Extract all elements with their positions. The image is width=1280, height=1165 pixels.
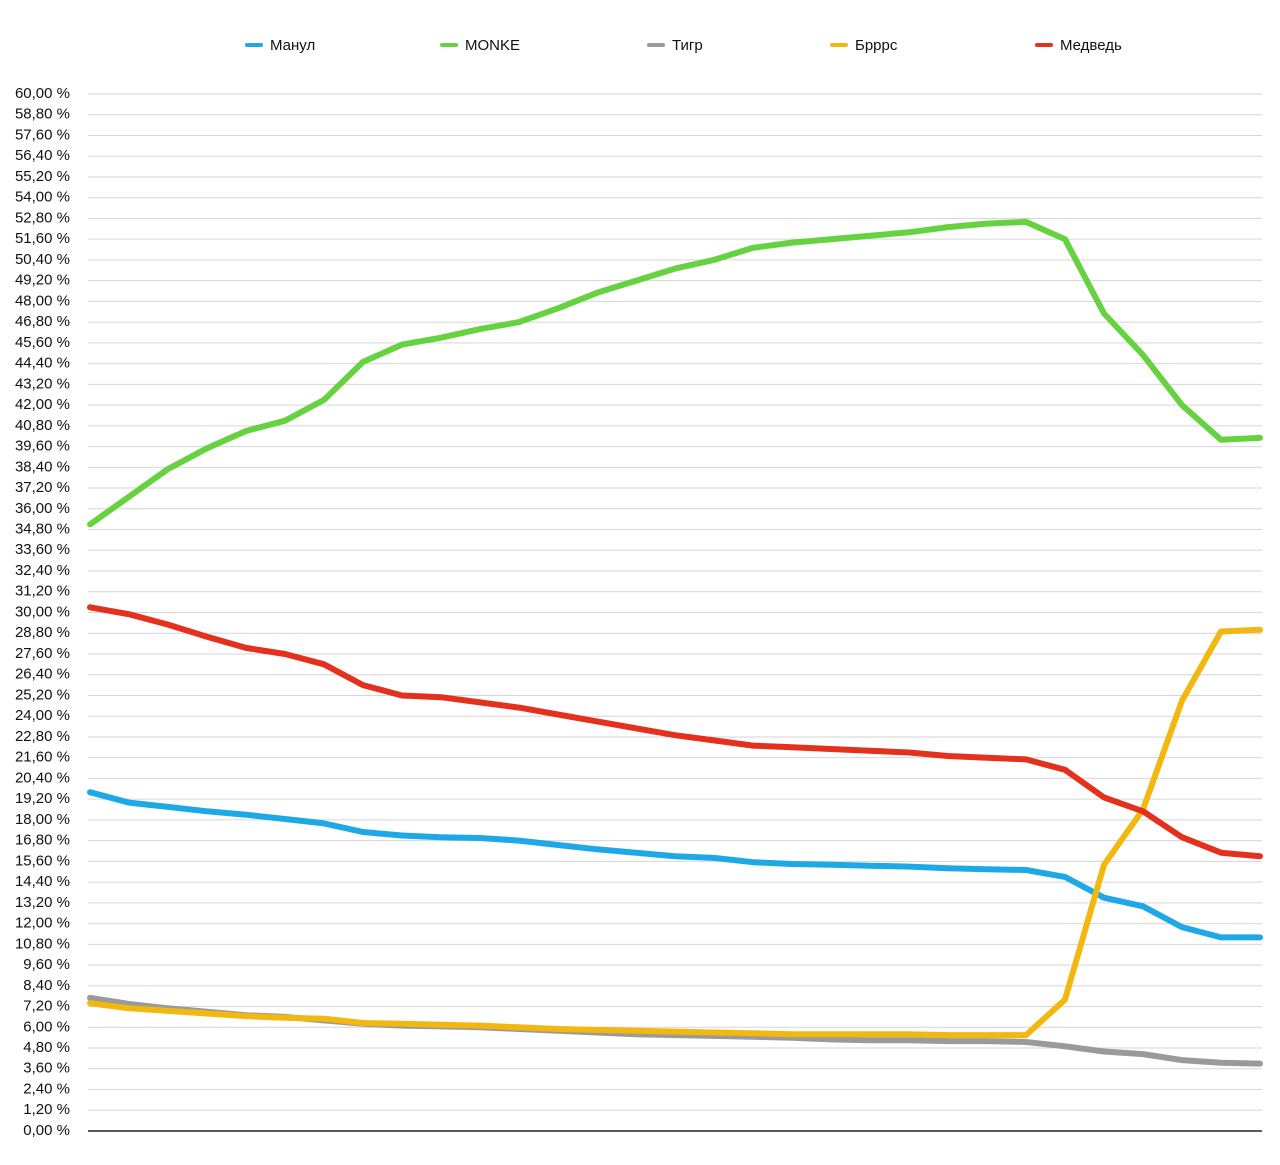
y-tick-label: 0,00 %	[23, 1122, 70, 1139]
y-tick-label: 6,00 %	[23, 1018, 70, 1035]
y-tick-label: 60,00 %	[15, 85, 70, 102]
y-tick-label: 54,00 %	[15, 189, 70, 206]
y-tick-label: 20,40 %	[15, 769, 70, 786]
y-tick-label: 14,40 %	[15, 873, 70, 890]
legend-label: MONKE	[465, 37, 520, 54]
y-tick-label: 42,00 %	[15, 396, 70, 413]
legend-label: Тигр	[672, 37, 703, 54]
y-tick-label: 50,40 %	[15, 251, 70, 268]
y-tick-label: 48,00 %	[15, 292, 70, 309]
y-tick-label: 43,20 %	[15, 375, 70, 392]
series-line	[87, 218, 1263, 528]
series-line	[87, 604, 1263, 860]
y-tick-label: 16,80 %	[15, 832, 70, 849]
y-tick-label: 34,80 %	[15, 521, 70, 538]
y-tick-label: 51,60 %	[15, 230, 70, 247]
y-tick-label: 1,20 %	[23, 1101, 70, 1118]
legend-label: Медведь	[1060, 37, 1122, 54]
y-tick-label: 32,40 %	[15, 562, 70, 579]
y-tick-label: 4,80 %	[23, 1039, 70, 1056]
y-tick-label: 24,00 %	[15, 707, 70, 724]
y-tick-label: 28,80 %	[15, 624, 70, 641]
y-tick-label: 33,60 %	[15, 541, 70, 558]
y-tick-label: 13,20 %	[15, 894, 70, 911]
y-tick-label: 8,40 %	[23, 977, 70, 994]
y-tick-label: 39,60 %	[15, 438, 70, 455]
y-tick-label: 27,60 %	[15, 645, 70, 662]
series-line	[87, 626, 1263, 1039]
y-tick-label: 58,80 %	[15, 106, 70, 123]
y-tick-label: 44,40 %	[15, 355, 70, 372]
y-tick-label: 2,40 %	[23, 1080, 70, 1097]
y-tick-label: 15,60 %	[15, 852, 70, 869]
y-tick-label: 36,00 %	[15, 500, 70, 517]
y-tick-label: 3,60 %	[23, 1060, 70, 1077]
y-tick-label: 45,60 %	[15, 334, 70, 351]
y-tick-label: 9,60 %	[23, 956, 70, 973]
legend-label: Манул	[270, 37, 315, 54]
y-tick-label: 18,00 %	[15, 811, 70, 828]
legend-label: Брррс	[855, 37, 898, 54]
y-tick-label: 22,80 %	[15, 728, 70, 745]
y-tick-label: 12,00 %	[15, 915, 70, 932]
y-tick-label: 37,20 %	[15, 479, 70, 496]
y-tick-label: 31,20 %	[15, 583, 70, 600]
y-tick-label: 55,20 %	[15, 168, 70, 185]
y-tick-label: 46,80 %	[15, 313, 70, 330]
y-tick-label: 10,80 %	[15, 935, 70, 952]
y-tick-label: 19,20 %	[15, 790, 70, 807]
y-tick-label: 38,40 %	[15, 458, 70, 475]
y-tick-label: 40,80 %	[15, 417, 70, 434]
y-tick-label: 26,40 %	[15, 666, 70, 683]
y-tick-label: 7,20 %	[23, 998, 70, 1015]
y-tick-label: 56,40 %	[15, 147, 70, 164]
y-tick-label: 30,00 %	[15, 603, 70, 620]
y-tick-label: 25,20 %	[15, 686, 70, 703]
y-tick-label: 52,80 %	[15, 209, 70, 226]
y-tick-label: 49,20 %	[15, 272, 70, 289]
y-tick-label: 21,60 %	[15, 749, 70, 766]
series-line	[87, 789, 1263, 941]
y-tick-label: 57,60 %	[15, 126, 70, 143]
